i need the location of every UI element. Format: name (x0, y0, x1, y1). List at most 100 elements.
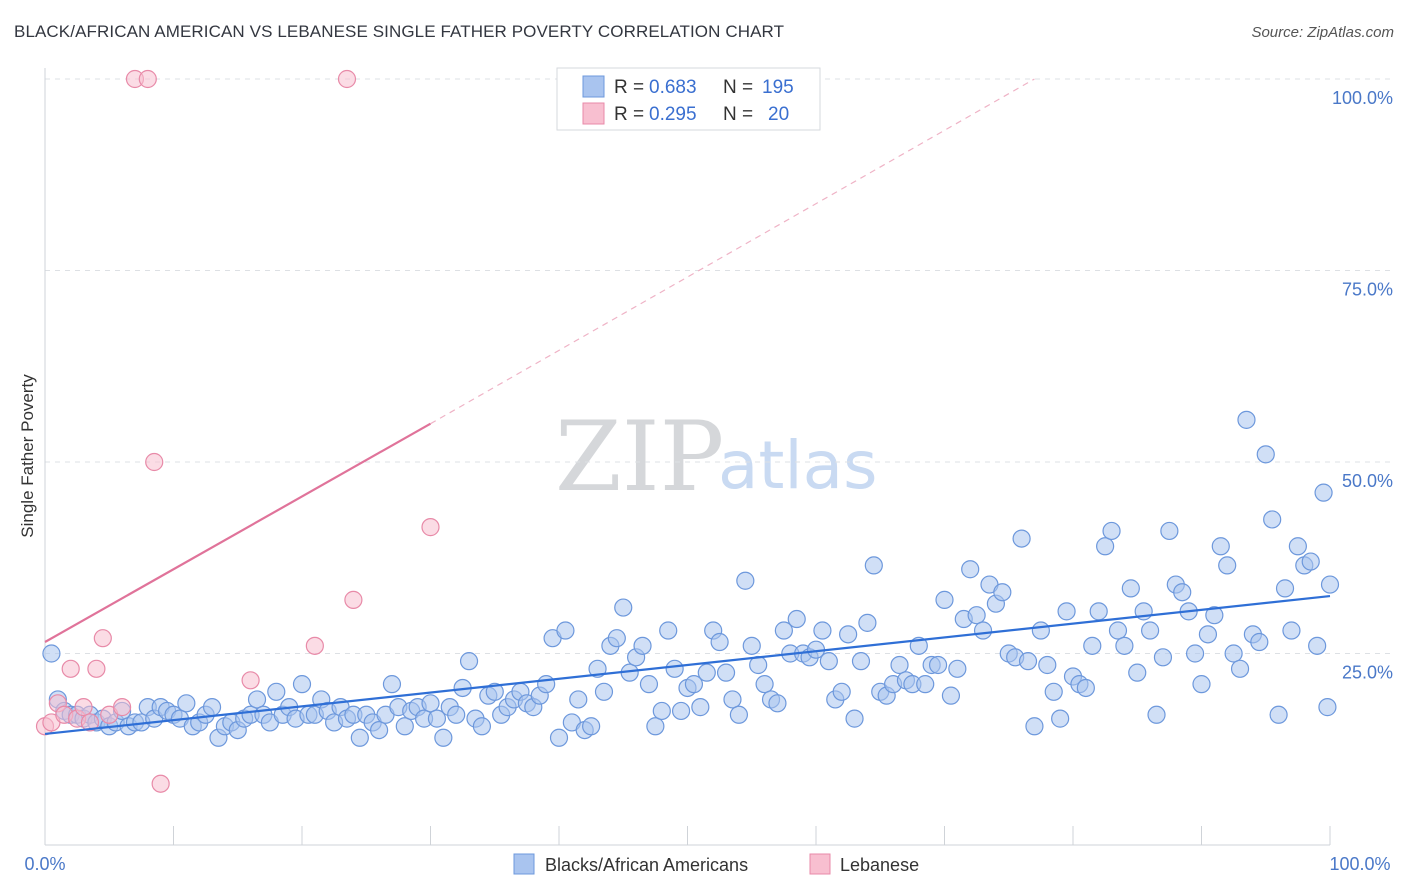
point-black-153 (1025, 717, 1044, 736)
point-black-190 (1263, 510, 1282, 529)
point-black-97 (665, 659, 684, 678)
point-black-154 (1031, 621, 1050, 640)
point-black-85 (588, 659, 607, 678)
legend-n-label-1: N = (723, 77, 753, 98)
point-black-139 (935, 590, 954, 609)
point-black-100 (684, 675, 704, 694)
chart-source: Source: ZipAtlas.com (1251, 24, 1394, 41)
trend-line-lebanese-extension (430, 78, 1035, 425)
point-black-113 (768, 694, 787, 713)
point-black-86 (594, 682, 614, 701)
point-black-168 (1121, 579, 1140, 598)
point-black-88 (607, 629, 626, 648)
point-black-136 (916, 675, 935, 694)
point-black-128 (864, 556, 883, 575)
point-black-176 (1173, 583, 1192, 602)
point-black-180 (1198, 625, 1218, 644)
gridlines (45, 78, 1392, 654)
point-black-53 (382, 675, 402, 694)
point-black-63 (447, 705, 466, 724)
point-black-189 (1256, 445, 1275, 464)
point-black-196 (1301, 552, 1320, 571)
point-black-132 (890, 655, 909, 675)
point-black-89 (614, 598, 633, 617)
point-black-120 (813, 621, 832, 640)
point-black-114 (774, 621, 793, 640)
point-black-35 (267, 682, 286, 701)
point-lebanese-19 (344, 590, 363, 609)
point-lebanese-15 (151, 774, 170, 793)
point-black-59 (421, 694, 440, 713)
point-lebanese-9 (93, 629, 112, 648)
point-black-108 (736, 571, 755, 590)
point-black-194 (1288, 537, 1307, 556)
point-black-60 (427, 709, 447, 728)
point-black-144 (967, 606, 986, 625)
y-tick-label-50: 50.0% (1342, 471, 1393, 491)
x-axis-ticks (173, 826, 1331, 845)
trend-line-black (44, 594, 1331, 736)
point-lebanese-20 (421, 518, 440, 537)
point-black-163 (1089, 602, 1108, 621)
point-black-61 (434, 728, 453, 747)
legend-n-value-1: 195 (762, 77, 794, 98)
legend-r-label-2: R = (614, 104, 644, 125)
point-black-92 (633, 636, 652, 655)
point-lebanese-6 (74, 698, 93, 717)
legend-n-label-2: N = (723, 104, 753, 125)
legend-r-value-1: 0.683 (649, 77, 697, 98)
bottom-legend-swatch-black (513, 853, 535, 875)
point-lebanese-11 (112, 698, 132, 717)
y-tick-label-75: 75.0% (1342, 280, 1393, 300)
point-black-186 (1237, 410, 1256, 429)
x-tick-label-max: 100.0% (1329, 854, 1390, 874)
point-black-157 (1051, 709, 1070, 728)
x-tick-label-min: 0.0% (24, 854, 65, 874)
point-black-116 (787, 609, 806, 629)
bottom-legend-label-lebanese: Lebanese (840, 855, 919, 875)
y-tick-label-25: 25.0% (1342, 663, 1393, 683)
point-lebanese-13 (138, 69, 157, 89)
point-black-185 (1230, 659, 1250, 678)
point-black-164 (1096, 537, 1115, 556)
point-black-102 (697, 663, 716, 682)
point-black-84 (582, 717, 601, 736)
point-black-155 (1038, 655, 1057, 675)
y-tick-labels: 100.0% 75.0% 50.0% 25.0% (1332, 88, 1393, 683)
point-black-104 (710, 632, 729, 652)
point-lebanese-4 (61, 659, 80, 678)
point-black-125 (845, 709, 864, 728)
point-black-165 (1102, 521, 1121, 541)
legend-r-label-1: R = (614, 77, 644, 98)
point-black-127 (858, 613, 877, 632)
point-black-80 (556, 621, 575, 640)
point-black-105 (716, 663, 736, 682)
point-black-106 (723, 690, 742, 709)
point-black-51 (370, 720, 389, 740)
trend-lines (44, 78, 1331, 736)
bottom-legend: Blacks/African Americans Lebanese (513, 853, 919, 875)
trend-line-lebanese (44, 422, 432, 643)
point-black-199 (1320, 575, 1340, 594)
point-black-191 (1269, 705, 1288, 724)
point-black-55 (395, 717, 414, 736)
point-black-197 (1308, 636, 1327, 655)
point-black-172 (1147, 705, 1166, 724)
watermark: ZIP atlas (555, 401, 878, 513)
legend-r-value-2: 0.295 (649, 104, 697, 125)
point-black-193 (1282, 621, 1301, 640)
legend: R = 0.683 N = 195 R = 0.295 N = 20 (556, 67, 821, 131)
point-black-158 (1057, 602, 1076, 621)
point-black-121 (819, 652, 838, 671)
point-lebanese-17 (305, 636, 324, 655)
point-black-48 (350, 728, 369, 747)
point-black-65 (459, 652, 479, 671)
point-black-101 (691, 698, 710, 717)
point-black-152 (1018, 652, 1038, 671)
point-black-32 (247, 690, 267, 709)
point-black-169 (1128, 663, 1147, 682)
point-lebanese-7 (80, 713, 100, 732)
point-black-98 (671, 701, 691, 721)
point-black-39 (292, 675, 312, 694)
